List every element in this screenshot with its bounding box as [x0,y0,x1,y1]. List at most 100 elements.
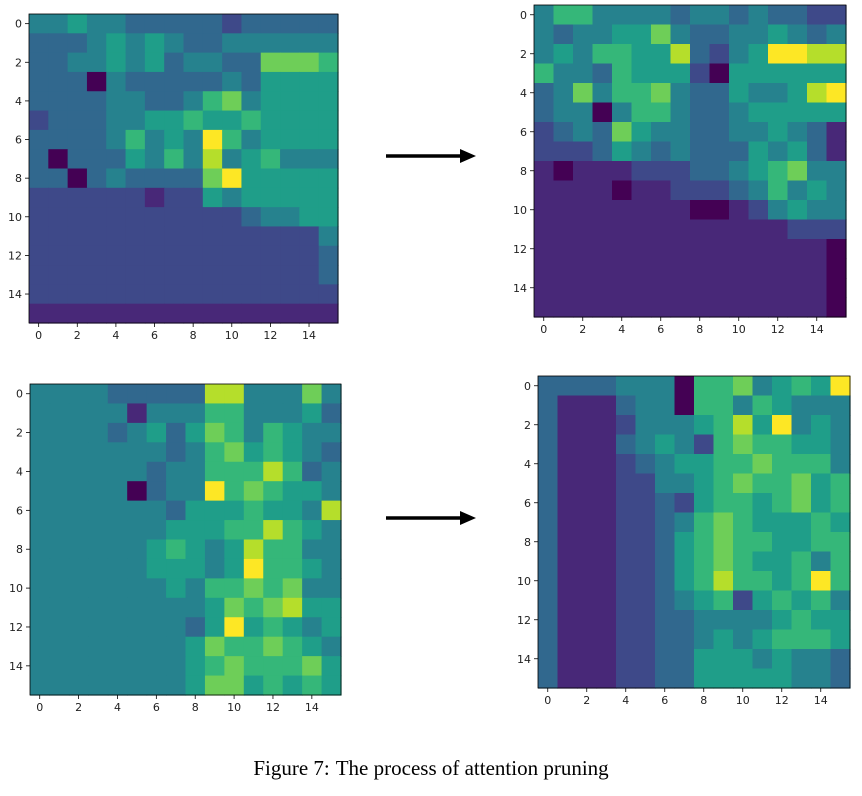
heatmap-cell [68,558,89,579]
heatmap-cell [224,675,245,696]
heatmap-cell [282,558,303,579]
heatmap-cell [713,590,734,611]
heatmap-cell [49,481,70,502]
heatmap-cell [302,520,323,541]
heatmap-cell [655,454,676,475]
heatmap-cell [612,122,633,143]
heatmap-cell [183,187,204,208]
heatmap-cell [577,473,598,494]
heatmap-cell [224,597,245,618]
heatmap-cell [86,265,107,285]
heatmap-cell [772,473,793,494]
heatmap-cell [733,512,754,533]
heatmap-cell [538,512,559,533]
heatmap-cell [48,303,69,324]
heatmap-cell [553,24,574,45]
heatmap-cell [166,636,187,657]
heatmap-cell [748,5,769,26]
heatmap-cell [321,597,342,618]
heatmap-cell [729,180,750,201]
heatmap-cell [573,297,594,318]
heatmap-cell [670,258,691,279]
heatmap-cell [690,161,711,182]
heatmap-cell [164,91,185,112]
heatmap-cell [577,376,598,397]
heatmap-cell [748,180,769,201]
heatmap-cell [635,629,656,650]
heatmap-cell [635,376,656,397]
heatmap-cell [243,636,264,657]
heatmap-cell [107,461,128,482]
heatmap-cell [183,71,204,92]
heatmap-cell [204,578,225,599]
heatmap-cell [299,33,320,54]
heatmap-cell [752,395,773,416]
heatmap-cell [30,520,51,541]
heatmap-cell [592,219,613,240]
heatmap-cell [772,512,793,533]
heatmap-cell [263,384,284,405]
heatmap-cell [655,434,676,455]
heatmap-cell [222,14,243,34]
heatmap-cell [164,110,185,131]
heatmap-cell [733,376,754,397]
heatmap-cell [67,33,88,54]
heatmap-cell [204,422,225,443]
heatmap-cell [263,675,284,696]
heatmap-cell [752,668,773,689]
heatmap-cell [830,551,851,572]
x-tick-label: 6 [153,701,160,714]
heatmap-cell [243,384,264,405]
heatmap-cell [88,597,109,618]
heatmap-cell [299,265,320,285]
heatmap-cell [612,83,633,104]
heatmap-cell [713,473,734,494]
heatmap-cell [577,493,598,514]
x-tick-label: 6 [657,323,664,336]
heatmap-cell [557,649,578,670]
heatmap-cell [826,122,847,143]
heatmap-cell [670,239,691,260]
heatmap-cell [670,141,691,162]
heatmap-cell [573,83,594,104]
heatmap-cell [263,500,284,521]
heatmap-cell [86,14,107,34]
x-tick-label: 10 [732,323,746,336]
heatmap-cell [553,141,574,162]
heatmap-cell [729,200,750,221]
heatmap-cell [694,512,715,533]
heatmap-cell [185,597,206,618]
heatmap-cell [321,422,342,443]
heatmap-cell [107,500,128,521]
heatmap-cell [299,149,320,170]
heatmap-cell [86,226,107,247]
heatmap-cell [86,52,107,73]
heatmap-cell [49,656,70,677]
heatmap-cell [674,590,695,611]
heatmap-cell [321,656,342,677]
heatmap-cell [263,539,284,560]
heatmap-cell [204,558,225,579]
heatmap-cell [49,384,70,405]
heatmap-cell [807,5,828,26]
heatmap-cell [791,668,812,689]
heatmap-cell [299,284,320,305]
heatmap-cell [86,149,107,170]
heatmap-cell [222,303,243,324]
heatmap-cell [811,512,832,533]
heatmap-cell [787,5,808,26]
heatmap-cell [553,180,574,201]
heatmap-cell [166,500,187,521]
heatmap-cell [807,102,828,123]
heatmap-cell [811,395,832,416]
heatmap-cell [694,668,715,689]
heatmap-cell [553,122,574,143]
heatmap-cell [772,454,793,475]
heatmap-cell [202,265,223,285]
heatmap-cell [534,278,555,299]
heatmap-cell [48,265,69,285]
heatmap-cell [635,610,656,631]
heatmap-cell [651,180,672,201]
y-tick-label: 4 [16,465,23,478]
heatmap-cell [772,493,793,514]
